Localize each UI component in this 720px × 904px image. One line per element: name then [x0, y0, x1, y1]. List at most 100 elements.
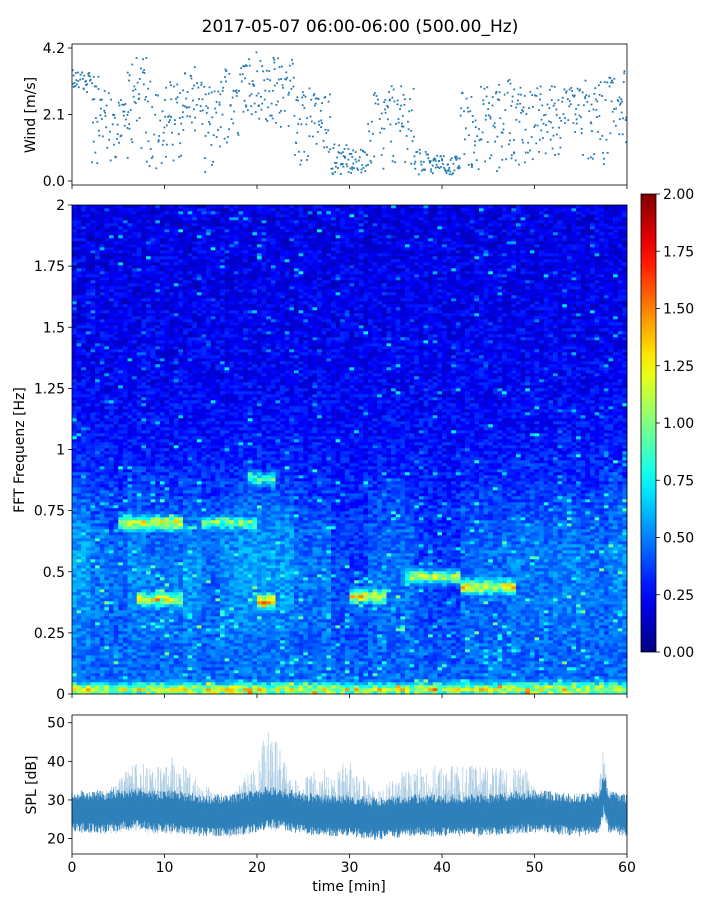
- wind-point: [213, 134, 215, 136]
- wind-point: [601, 95, 603, 97]
- wind-point: [268, 90, 270, 92]
- spectrogram-cell: [114, 343, 119, 346]
- spectrogram-cell: [183, 409, 188, 412]
- wind-point: [350, 153, 352, 155]
- spectrogram-cell: [128, 538, 133, 541]
- spectrogram-cell: [165, 451, 170, 454]
- spectrogram-cell: [169, 559, 174, 562]
- spectrogram-cell: [100, 565, 105, 568]
- spectrogram-cell: [100, 463, 105, 466]
- wind-point: [246, 65, 248, 67]
- spectrogram-cell: [81, 235, 86, 238]
- wind-point: [505, 158, 507, 160]
- spectrogram-cell: [178, 292, 183, 295]
- spectrogram-cell: [72, 283, 77, 286]
- spectrogram-cell: [146, 313, 151, 316]
- spectrogram-cell: [104, 571, 109, 574]
- spectrogram-cell: [151, 463, 156, 466]
- spectrogram-cell: [81, 277, 86, 280]
- spectrogram-cell: [86, 376, 91, 379]
- wind-point: [363, 167, 365, 169]
- spectrogram-cell: [137, 664, 142, 667]
- spectrogram-cell: [132, 319, 137, 322]
- wind-point: [543, 114, 545, 116]
- spectrogram-cell: [86, 379, 91, 382]
- spectrogram-cell: [77, 229, 82, 232]
- spectrogram-cell: [174, 394, 179, 397]
- spectrogram-cell: [118, 340, 123, 343]
- spectrogram-cell: [169, 388, 174, 391]
- spectrogram-cell: [91, 616, 96, 619]
- wind-point: [564, 117, 566, 119]
- spectrogram-cell: [91, 658, 96, 661]
- spectrogram-cell: [81, 640, 86, 643]
- spectrogram-cell: [86, 391, 91, 394]
- spectrogram-cell: [118, 298, 123, 301]
- spectrogram-cell: [169, 454, 174, 457]
- wind-point: [336, 162, 338, 164]
- spectrogram-cell: [132, 463, 137, 466]
- spectrogram-cell: [160, 535, 165, 538]
- spectrogram-cell: [151, 301, 156, 304]
- spectrogram-cell: [114, 682, 119, 685]
- spectrogram-cell: [104, 463, 109, 466]
- spectrogram-cell: [123, 463, 128, 466]
- spectrogram-cell: [123, 328, 128, 331]
- spectrogram-cell: [114, 403, 119, 406]
- spectrogram-cell: [160, 418, 165, 421]
- wind-point: [335, 166, 337, 168]
- spectrogram-cell: [155, 496, 160, 499]
- spectrogram-cell: [165, 226, 170, 229]
- spectrogram-cell: [104, 457, 109, 460]
- spectrogram-cell: [178, 244, 183, 247]
- spectrogram-cell: [174, 577, 179, 580]
- spectrogram-cell: [160, 211, 165, 214]
- wind-point: [202, 123, 204, 125]
- spectrogram-cell: [100, 382, 105, 385]
- spectrogram-cell: [137, 370, 142, 373]
- spectrogram-cell: [178, 271, 183, 274]
- spectrogram-cell: [86, 610, 91, 613]
- spectrogram-cell: [165, 649, 170, 652]
- spectrogram-cell: [109, 358, 114, 361]
- spectrogram-cell: [141, 283, 146, 286]
- wind-point: [265, 118, 267, 120]
- spectrogram-cell: [137, 454, 142, 457]
- spectrogram-cell: [160, 355, 165, 358]
- spectrogram-cell: [165, 247, 170, 250]
- wind-point: [316, 143, 318, 145]
- spectrogram-cell: [146, 343, 151, 346]
- spectrogram-cell: [118, 646, 123, 649]
- spectrogram-cell: [155, 376, 160, 379]
- spectrogram-cell: [174, 289, 179, 292]
- spectrogram-cell: [160, 208, 165, 211]
- spectrogram-cell: [77, 394, 82, 397]
- spectrogram-cell: [114, 559, 119, 562]
- spectrogram-cell: [169, 301, 174, 304]
- spectrogram-cell: [118, 409, 123, 412]
- wind-point: [275, 104, 277, 106]
- spectrogram-cell: [114, 214, 119, 217]
- spectrogram-cell: [174, 316, 179, 319]
- spectrogram-cell: [151, 433, 156, 436]
- spectrogram-cell: [165, 652, 170, 655]
- spectrogram-cell: [160, 505, 165, 508]
- spectrogram-cell: [151, 241, 156, 244]
- spectrogram-cell: [123, 658, 128, 661]
- spectrogram-cell: [169, 616, 174, 619]
- spectrogram-cell: [174, 643, 179, 646]
- spectrogram-cell: [109, 637, 114, 640]
- spectrogram-cell: [151, 319, 156, 322]
- spectrogram-cell: [77, 487, 82, 490]
- spectrogram-cell: [77, 415, 82, 418]
- spectrogram-cell: [174, 412, 179, 415]
- spectrogram-cell: [72, 685, 77, 688]
- spectrogram-cell: [132, 343, 137, 346]
- wind-point: [237, 134, 239, 136]
- spectrogram-cell: [151, 469, 156, 472]
- spectrogram-cell: [141, 412, 146, 415]
- spectrogram-cell: [183, 451, 188, 454]
- spectrogram-cell: [128, 244, 133, 247]
- wind-point: [579, 89, 581, 91]
- spectrogram-cell: [95, 517, 100, 520]
